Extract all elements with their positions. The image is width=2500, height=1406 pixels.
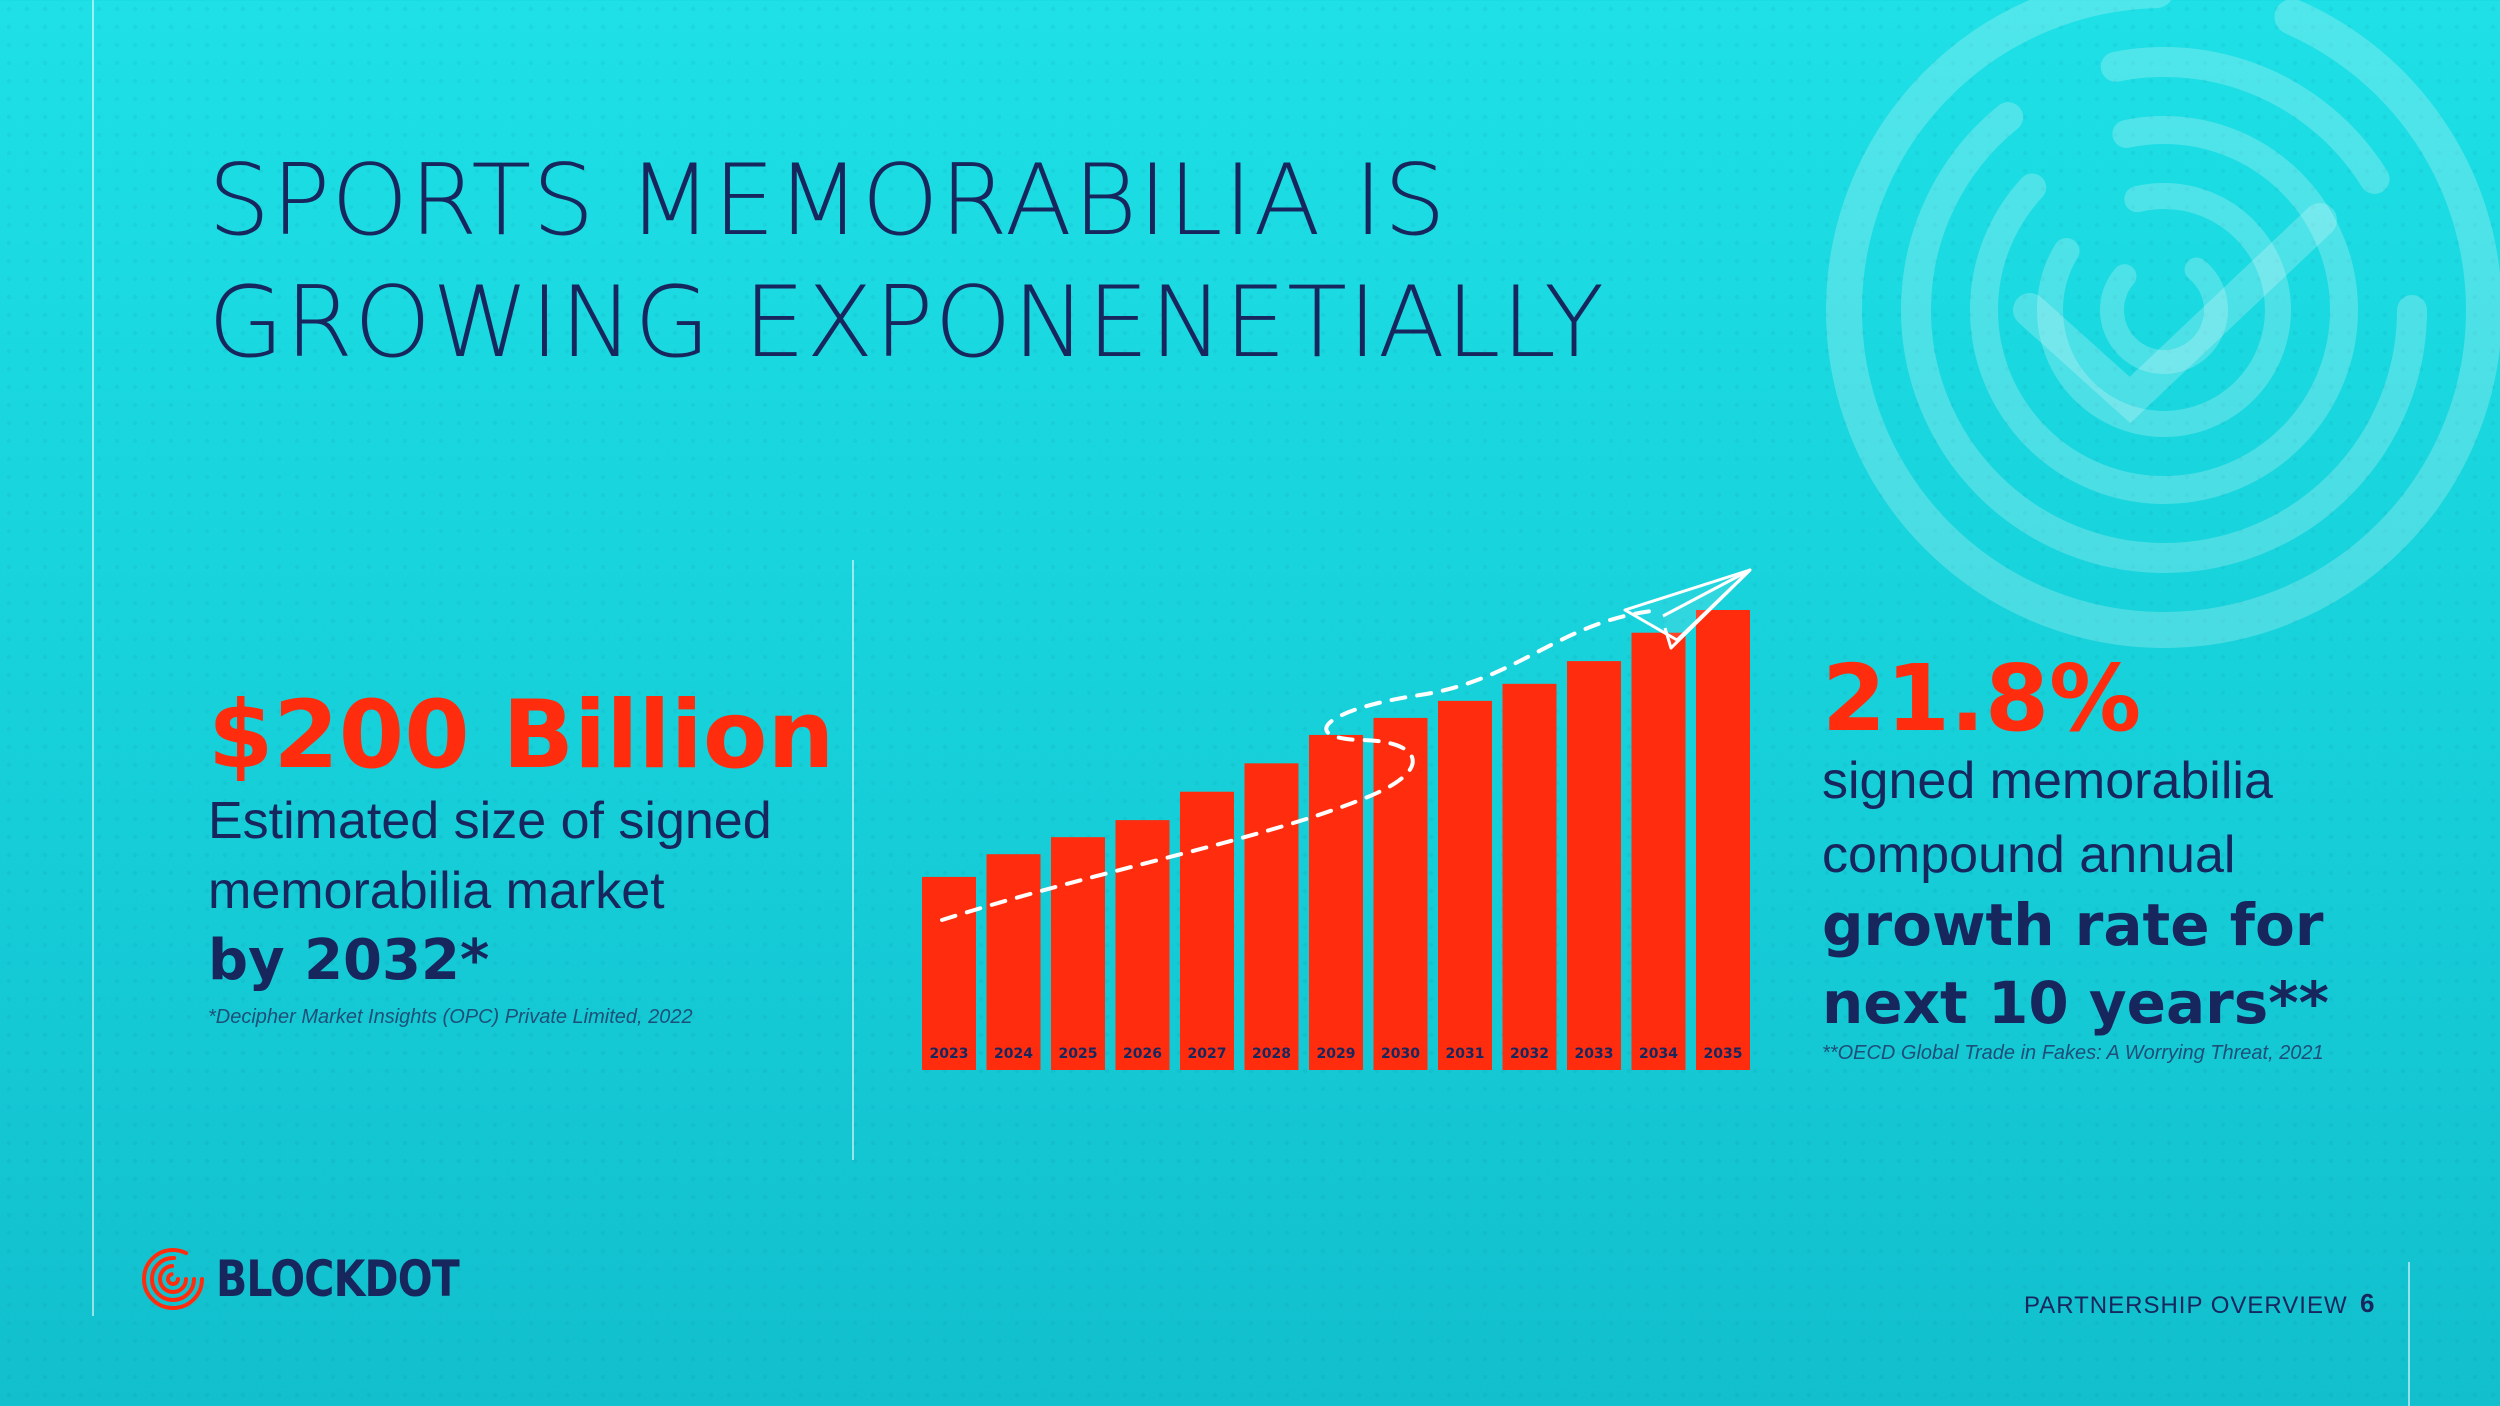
fingerprint-icon	[142, 1248, 204, 1310]
market-size-description: Estimated size of signed memorabilia mar…	[208, 792, 772, 920]
title-line-2: GROWING EXPONENETIALLY	[208, 266, 1605, 380]
fingerprint-watermark-icon	[1826, 0, 2500, 648]
bar-group: 2023 2024 2025 2026 2027 2028 2029 2030 2031 2032…	[922, 610, 1750, 1070]
left-divider	[92, 0, 94, 1316]
market-size-source: *Decipher Market Insights (OPC) Private …	[208, 1006, 693, 1028]
bar-2033	[1567, 661, 1621, 1070]
bar-2029	[1309, 734, 1363, 1070]
bar-2035	[1696, 610, 1750, 1070]
logo-wordmark: BLOCKDOT	[216, 1250, 460, 1308]
cagr-period: growth rate for next 10 years**	[1822, 891, 2329, 1037]
bar-2034	[1631, 632, 1686, 1070]
footer-label: PARTNERSHIP OVERVIEW	[2024, 1292, 2348, 1319]
cagr-description: signed memorabilia compound annual	[1822, 752, 2273, 884]
bar-2028	[1244, 763, 1299, 1070]
bar-label-2028: 2028	[1252, 1046, 1291, 1062]
bar-label-2032: 2032	[1510, 1046, 1549, 1062]
page-title: SPORTS MEMORABILIA IS GROWING EXPONENETI…	[208, 140, 1605, 384]
bar-label-2027: 2027	[1188, 1046, 1227, 1062]
bar-label-2030: 2030	[1381, 1046, 1420, 1062]
bar-2031	[1438, 700, 1492, 1070]
bar-2032	[1502, 683, 1557, 1070]
market-size-year: by 2032*	[208, 928, 490, 993]
market-size-value: $200 Billion	[208, 681, 835, 790]
bar-label-2026: 2026	[1123, 1046, 1162, 1062]
growth-bar-chart: 2023 2024 2025 2026 2027 2028 2029 2030 2031 2032…	[922, 568, 1752, 1070]
bar-2030	[1373, 717, 1428, 1070]
cagr-source: **OECD Global Trade in Fakes: A Worrying…	[1822, 1042, 2324, 1064]
bar-2024	[986, 854, 1041, 1070]
bar-2023	[922, 876, 976, 1070]
bar-label-2025: 2025	[1059, 1046, 1098, 1062]
bar-2025	[1051, 837, 1105, 1070]
page-number: 6	[2360, 1288, 2375, 1318]
footer-divider	[2408, 1262, 2410, 1406]
bar-label-2031: 2031	[1446, 1046, 1485, 1062]
bar-label-2035: 2035	[1704, 1046, 1743, 1062]
cagr-value: 21.8%	[1822, 645, 2142, 752]
bar-label-2024: 2024	[994, 1046, 1033, 1062]
bar-label-2029: 2029	[1317, 1046, 1356, 1062]
paper-plane-icon	[1623, 568, 1752, 650]
bar-label-2034: 2034	[1639, 1046, 1678, 1062]
bar-label-2033: 2033	[1575, 1046, 1614, 1062]
middle-divider	[852, 560, 854, 1160]
trend-arrow	[940, 608, 1662, 922]
title-line-1: SPORTS MEMORABILIA IS	[208, 144, 1447, 258]
bar-2026	[1115, 820, 1170, 1070]
bar-2027	[1180, 791, 1234, 1070]
blockdot-logo: BLOCKDOT	[140, 1246, 512, 1312]
bar-label-2023: 2023	[930, 1046, 969, 1062]
